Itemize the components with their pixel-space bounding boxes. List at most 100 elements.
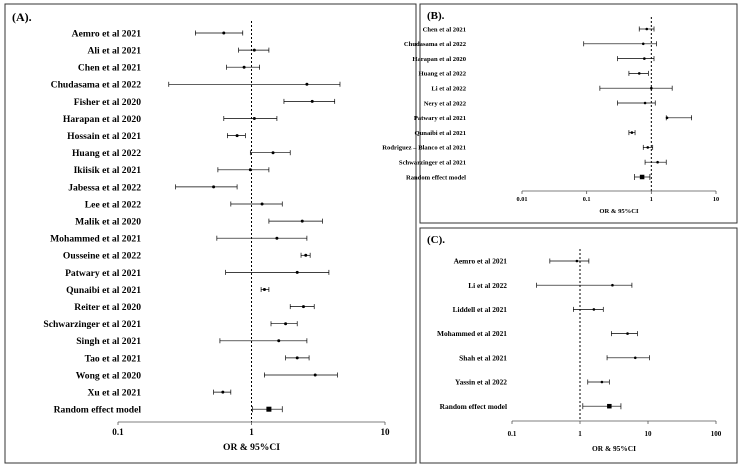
point-estimate-marker [637, 72, 641, 75]
x-tick-label: 10 [644, 430, 652, 438]
study-label: Huang et al 2022 [72, 148, 141, 159]
study-label: Liddell et al 2021 [453, 305, 508, 314]
point-estimate-marker [212, 185, 216, 189]
study-label: Ikiisik et al 2021 [74, 165, 142, 176]
study-label: Patwary et al 2021 [65, 268, 141, 279]
study-label: Aemro et al 2021 [454, 257, 508, 266]
study-label: Wong et al 2020 [76, 370, 141, 381]
point-estimate-marker [643, 57, 646, 60]
study-label: Ali et al 2021 [87, 45, 141, 56]
point-estimate-marker [643, 101, 647, 105]
point-estimate-marker [313, 373, 317, 377]
study-label: Reiter et al 2020 [74, 302, 141, 313]
study-label: Fisher et al 2020 [74, 97, 141, 108]
x-tick-label: 100 [711, 430, 722, 438]
study-label: Harapan et al 2020 [63, 114, 141, 125]
study-label: Huang et al 2022 [419, 71, 467, 78]
study-label: Li et al 2022 [468, 281, 507, 290]
point-estimate-marker [646, 146, 650, 149]
point-estimate-marker [260, 202, 264, 206]
study-label: Chudasama et al 2022 [404, 41, 467, 48]
point-estimate-marker [252, 117, 256, 120]
summary-estimate-marker [266, 406, 272, 412]
x-tick-label: 0.01 [517, 196, 528, 203]
x-tick-label: 10 [713, 196, 719, 203]
panel-border [4, 3, 417, 464]
point-estimate-marker [645, 27, 649, 31]
forest-panel-1: (A). 0.1 1 10 OR & 95%CI Aemro et al 2021 Ali … [4, 3, 417, 464]
study-label: Nery et al 2022 [424, 100, 467, 107]
point-estimate-marker [305, 82, 309, 86]
x-tick-label: 10 [380, 427, 390, 437]
study-label: Chen et al 2021 [78, 63, 141, 74]
panel-border [419, 3, 738, 224]
point-estimate-marker [626, 332, 629, 335]
study-label: Qunaibi et al 2021 [66, 285, 141, 296]
point-estimate-marker [650, 86, 653, 90]
x-tick-label: 1 [578, 430, 582, 438]
study-label: Shah et al 2021 [459, 353, 507, 362]
study-label: Ousseine et al 2022 [63, 251, 141, 262]
point-estimate-marker [275, 236, 279, 240]
point-estimate-marker [295, 356, 299, 360]
study-label: Mohammed et al 2021 [437, 329, 507, 338]
study-label: Jabessa et al 2022 [68, 182, 141, 193]
study-label: Random effect model [406, 174, 466, 181]
study-label: Mohammed et al 2021 [50, 234, 141, 245]
point-estimate-marker [633, 356, 637, 360]
study-label: Random effect model [440, 402, 507, 411]
point-estimate-marker [222, 31, 226, 35]
point-estimate-marker [235, 134, 239, 138]
study-label: Schwarzinger et al 2021 [399, 160, 466, 167]
point-estimate-marker [252, 48, 256, 52]
study-label: Yassin et al 2022 [455, 378, 507, 387]
panel-title: (B). [427, 10, 445, 22]
study-label: Hossain et al 2021 [67, 131, 141, 142]
point-estimate-marker [277, 339, 281, 343]
x-axis-label: OR & 95%CI [592, 444, 636, 453]
point-estimate-marker [641, 42, 645, 46]
forest-panel-3: (C). 0.1 1 10 100 OR & 95%CI Aemro et al 2021 L… [419, 227, 738, 464]
study-label: Xu et al 2021 [87, 387, 141, 398]
point-estimate-marker [242, 65, 246, 69]
study-label: Schwarzinger et al 2021 [43, 319, 141, 330]
point-estimate-marker [611, 283, 614, 287]
point-estimate-marker [575, 259, 579, 263]
point-estimate-marker [295, 270, 299, 274]
point-estimate-marker [310, 99, 314, 103]
study-label: Lee et al 2022 [85, 199, 141, 210]
x-tick-label: 0.1 [583, 196, 591, 203]
point-estimate-marker [656, 160, 659, 164]
x-axis-label: OR & 95%CI [599, 208, 639, 215]
summary-estimate-marker [607, 403, 612, 409]
point-estimate-marker [221, 390, 225, 394]
x-tick-label: 0.1 [112, 427, 124, 437]
x-axis-label: OR & 95%CI [223, 442, 280, 453]
study-label: Random effect model [54, 405, 142, 416]
study-label: Harapan et al 2020 [412, 56, 466, 63]
study-label: Aemro et al 2021 [72, 28, 142, 39]
panel-title: (C). [427, 234, 445, 246]
x-tick-label: 1 [650, 196, 653, 203]
study-label: Malik et al 2020 [75, 216, 141, 227]
point-estimate-marker [284, 322, 288, 326]
panel-border [419, 227, 738, 464]
point-estimate-marker [262, 288, 266, 291]
x-tick-label: 1 [249, 427, 254, 437]
point-estimate-marker [304, 253, 308, 257]
point-estimate-marker [271, 151, 275, 155]
panel-title: (A). [12, 10, 32, 24]
summary-estimate-marker [639, 174, 645, 180]
study-label: Rodriguez – Blanco et al 2021 [382, 145, 466, 152]
study-label: Tao et al 2021 [85, 353, 142, 364]
point-estimate-marker [248, 168, 252, 172]
study-label: Li et al 2022 [431, 86, 466, 93]
point-estimate-marker [630, 131, 634, 134]
study-label: Patwary et al 2021 [414, 115, 466, 122]
x-tick-label: 0.1 [508, 430, 517, 438]
forest-panel-2: (B). 0.01 0.1 1 10 OR & 95%CI Chen et al 2021 C… [382, 3, 738, 224]
study-label: Qunaibi et al 2021 [415, 130, 466, 137]
study-label: Singh et al 2021 [76, 336, 141, 347]
point-estimate-marker [300, 219, 304, 223]
